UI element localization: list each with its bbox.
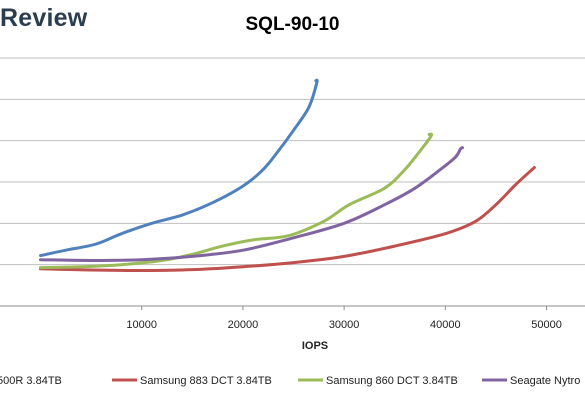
legend-label-1: Samsung 883 DCT 3.84TB [140, 375, 272, 387]
brand-logo-text: Review [0, 4, 88, 32]
x-tick-label: 20000 [228, 319, 259, 331]
legend-label-3: Seagate Nytro [510, 375, 580, 387]
series-line-0 [39, 78, 319, 258]
legend-label-2: Samsung 860 DCT 3.84TB [326, 375, 458, 387]
x-tick-label: 10000 [126, 319, 157, 331]
x-axis-title: IOPS [302, 340, 328, 352]
x-tick-label: 40000 [430, 319, 461, 331]
legend-label-0: n DC500R 3.84TB [0, 375, 62, 387]
series-line-1 [39, 166, 536, 272]
series-line-2 [39, 132, 434, 270]
chart-title: SQL-90-10 [245, 14, 340, 35]
series-line-3 [39, 146, 464, 262]
x-tick-label: 30000 [329, 319, 360, 331]
x-tick-label: 50000 [531, 319, 562, 331]
